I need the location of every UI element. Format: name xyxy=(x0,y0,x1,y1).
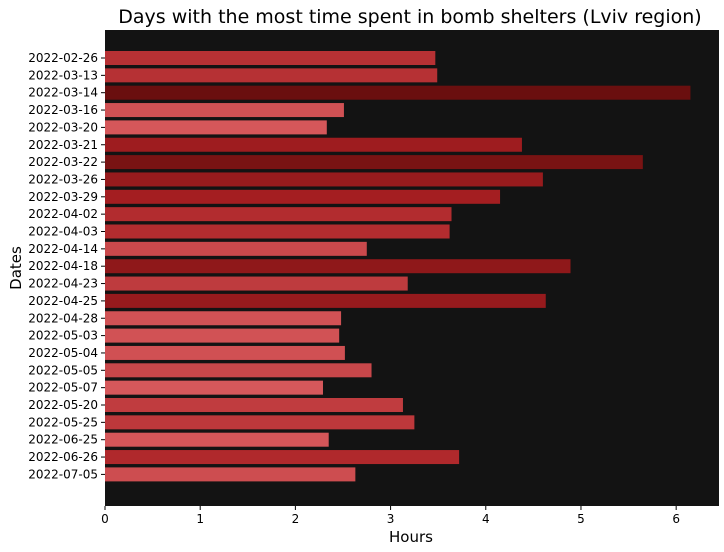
y-tick-label: 2022-05-05 xyxy=(28,363,98,377)
bar-2022-03-13 xyxy=(105,68,438,83)
bar-2022-06-26 xyxy=(105,450,460,465)
y-tick-label: 2022-03-22 xyxy=(28,155,98,169)
y-tick-label: 2022-03-26 xyxy=(28,172,98,186)
y-tick-label: 2022-04-25 xyxy=(28,294,98,308)
bar-2022-05-20 xyxy=(105,398,403,412)
bar-2022-04-28 xyxy=(105,311,342,326)
x-tick-label: 2 xyxy=(292,512,300,526)
bar-2022-04-25 xyxy=(105,293,546,308)
y-tick-label: 2022-05-03 xyxy=(28,329,98,343)
y-tick-label: 2022-04-02 xyxy=(28,207,98,221)
y-tick-label: 2022-03-29 xyxy=(28,190,98,204)
bar-2022-03-21 xyxy=(105,137,522,152)
x-tick-label: 3 xyxy=(387,512,395,526)
bar-2022-02-26 xyxy=(105,51,436,65)
y-tick-label: 2022-04-03 xyxy=(28,225,98,239)
bar-2022-05-05 xyxy=(105,363,372,378)
y-tick-label: 2022-03-13 xyxy=(28,68,98,82)
y-tick-label: 2022-04-23 xyxy=(28,277,98,291)
y-tick-label: 2022-05-04 xyxy=(28,346,98,360)
y-tick-label: 2022-03-16 xyxy=(28,103,98,117)
bar-2022-03-26 xyxy=(105,172,543,187)
y-tick-label: 2022-02-26 xyxy=(28,51,98,65)
bar-2022-05-04 xyxy=(105,345,345,360)
bar-2022-06-25 xyxy=(105,432,329,447)
x-tick-label: 6 xyxy=(672,512,680,526)
y-tick-label: 2022-05-20 xyxy=(28,398,98,412)
bar-2022-03-22 xyxy=(105,155,643,170)
y-axis-label: Dates xyxy=(7,246,25,290)
bar-2022-03-20 xyxy=(105,120,327,135)
y-tick-label: 2022-06-26 xyxy=(28,450,98,464)
x-axis-label: Hours xyxy=(389,528,433,546)
y-tick-label: 2022-03-14 xyxy=(28,86,98,100)
bar-2022-05-03 xyxy=(105,328,340,343)
y-tick-label: 2022-03-21 xyxy=(28,138,98,152)
x-tick-label: 0 xyxy=(101,512,109,526)
y-tick-label: 2022-05-07 xyxy=(28,381,98,395)
bar-2022-03-29 xyxy=(105,189,501,204)
x-tick-label: 5 xyxy=(577,512,585,526)
bar-2022-07-05 xyxy=(105,467,356,482)
x-axis: 0 1 2 3 4 5 6 xyxy=(101,506,680,526)
y-tick-label: 2022-06-25 xyxy=(28,433,98,447)
y-tick-label: 2022-04-28 xyxy=(28,311,98,325)
chart-title: Days with the most time spent in bomb sh… xyxy=(118,6,701,28)
bar-2022-04-18 xyxy=(105,259,571,274)
bar-2022-03-16 xyxy=(105,103,344,118)
bar-2022-05-25 xyxy=(105,415,415,430)
y-tick-label: 2022-04-18 xyxy=(28,259,98,273)
bars-group xyxy=(105,51,691,482)
y-tick-label: 2022-05-25 xyxy=(28,415,98,429)
bar-2022-04-03 xyxy=(105,224,450,239)
bar-2022-04-23 xyxy=(105,276,408,291)
bar-2022-03-14 xyxy=(105,85,691,100)
bar-2022-04-14 xyxy=(105,241,367,256)
y-tick-label: 2022-04-14 xyxy=(28,242,98,256)
x-tick-label: 1 xyxy=(196,512,204,526)
x-tick-label: 4 xyxy=(482,512,490,526)
y-tick-label: 2022-07-05 xyxy=(28,467,98,481)
bar-2022-04-02 xyxy=(105,207,452,222)
y-axis: 2022-02-26 2022-03-13 2022-03-14 2022-03-16… xyxy=(28,51,105,481)
y-tick-label: 2022-03-20 xyxy=(28,120,98,134)
bar-2022-05-07 xyxy=(105,380,323,395)
